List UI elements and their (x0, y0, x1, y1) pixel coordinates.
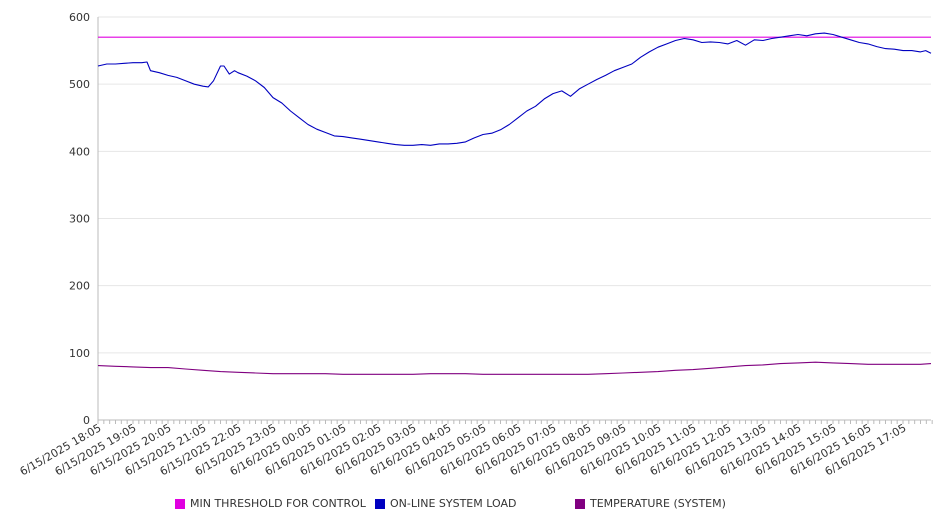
y-tick-label: 0 (83, 414, 90, 427)
legend-swatch-system-load (375, 498, 385, 509)
legend-item-system-load[interactable]: ON-LINE SYSTEM LOAD (375, 497, 516, 510)
y-tick-label: 500 (69, 78, 90, 91)
legend: MIN THRESHOLD FOR CONTROL ON-LINE SYSTEM… (0, 497, 946, 515)
y-tick-label: 600 (69, 11, 90, 24)
legend-label-temperature: TEMPERATURE (SYSTEM) (590, 497, 726, 510)
series-layer (97, 32, 932, 375)
system-load-line (97, 32, 932, 146)
legend-item-threshold[interactable]: MIN THRESHOLD FOR CONTROL (175, 497, 366, 510)
temperature-line (97, 361, 932, 375)
legend-label-system-load: ON-LINE SYSTEM LOAD (390, 497, 517, 510)
y-tick-label: 200 (69, 280, 90, 293)
legend-swatch-threshold (175, 498, 185, 509)
y-tick-label: 100 (69, 347, 90, 360)
legend-swatch-temperature (575, 498, 585, 509)
legend-item-temperature[interactable]: TEMPERATURE (SYSTEM) (575, 497, 726, 510)
grid-lines (98, 16, 931, 421)
legend-label-threshold: MIN THRESHOLD FOR CONTROL (190, 497, 366, 510)
x-axis: 6/15/2025 18:056/15/2025 19:056/15/2025 … (18, 419, 933, 478)
y-tick-label: 300 (69, 213, 90, 226)
y-axis: 0 100 200 300 400 500 600 (69, 11, 99, 427)
y-tick-label: 400 (69, 145, 90, 158)
